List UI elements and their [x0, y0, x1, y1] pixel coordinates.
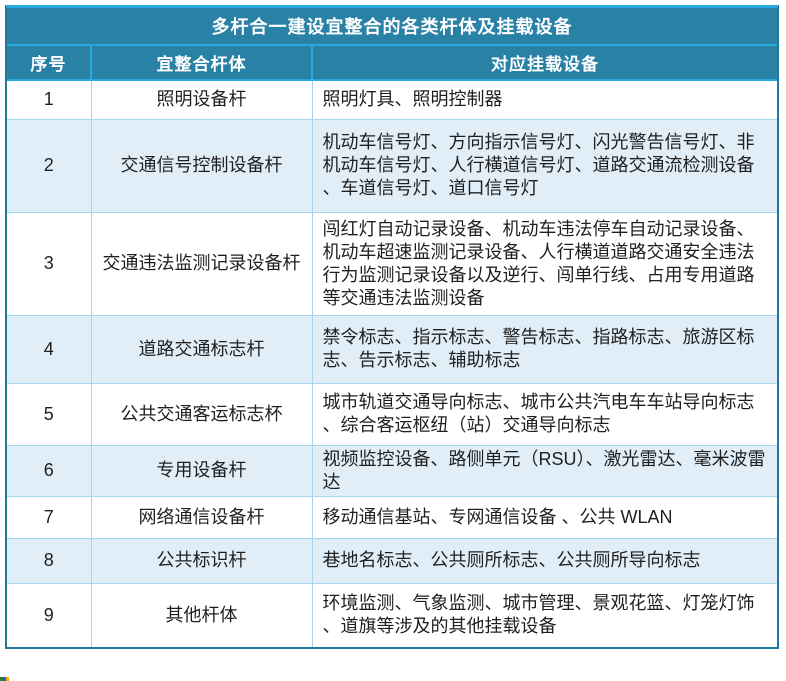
- cell-pole: 道路交通标志杆: [90, 314, 312, 383]
- cell-no: 2: [7, 118, 91, 212]
- data-table: 序号 宜整合杆体 对应挂载设备 1 照明设备杆 照明灯具、照明控制器 2 交通信号控制设…: [7, 46, 777, 647]
- table-row: 3 交通违法监测记录设备杆 闯红灯自动记录设备、机动车违法停车自动记录设备、机动车超…: [7, 211, 777, 315]
- cell-devices: 照明灯具、照明控制器: [311, 79, 777, 119]
- cell-pole: 专用设备杆: [90, 444, 312, 496]
- table-row: 9 其他杆体 环境监测、气象监测、城市管理、景观花篮、灯笼灯饰、道旗等涉及的其他挂载…: [7, 582, 777, 647]
- header-cell-no: 序号: [7, 46, 91, 81]
- cell-pole: 照明设备杆: [90, 79, 312, 119]
- cell-devices: 机动车信号灯、方向指示信号灯、闪光警告信号灯、非机动车信号灯、人行横道信号灯、道…: [311, 118, 777, 212]
- cell-devices: 闯红灯自动记录设备、机动车违法停车自动记录设备、机动车超速监测记录设备、人行横道…: [311, 211, 777, 315]
- cell-devices: 巷地名标志、公共厕所标志、公共厕所导向标志: [311, 537, 777, 583]
- table-row: 8 公共标识杆 巷地名标志、公共厕所标志、公共厕所导向标志: [7, 537, 777, 583]
- cell-devices: 环境监测、气象监测、城市管理、景观花篮、灯笼灯饰、道旗等涉及的其他挂载设备: [311, 582, 777, 647]
- corner-artifact: [0, 677, 9, 681]
- cell-no: 1: [7, 79, 91, 119]
- header-cell-pole: 宜整合杆体: [90, 46, 312, 81]
- cell-pole: 公共标识杆: [90, 537, 312, 583]
- corner-artifact-dot: [3, 677, 6, 681]
- cell-pole: 网络通信设备杆: [90, 495, 312, 538]
- header-row: 序号 宜整合杆体 对应挂载设备: [7, 46, 777, 81]
- cell-devices: 禁令标志、指示标志、警告标志、指路标志、旅游区标志、告示标志、辅助标志: [311, 314, 777, 383]
- table-title: 多杆合一建设宜整合的各类杆体及挂载设备: [7, 8, 777, 46]
- table-row: 1 照明设备杆 照明灯具、照明控制器: [7, 79, 777, 119]
- table-header: 序号 宜整合杆体 对应挂载设备: [7, 46, 777, 81]
- cell-no: 8: [7, 537, 91, 583]
- corner-artifact-dot: [6, 677, 9, 681]
- cell-devices: 移动通信基站、专网通信设备 、公共 WLAN: [311, 495, 777, 538]
- cell-pole: 公共交通客运标志杯: [90, 382, 312, 445]
- table-row: 4 道路交通标志杆 禁令标志、指示标志、警告标志、指路标志、旅游区标志、告示标志、辅…: [7, 314, 777, 383]
- cell-devices: 城市轨道交通导向标志、城市公共汽电车车站导向标志、综合客运枢纽（站）交通导向标志: [311, 382, 777, 445]
- cell-no: 3: [7, 211, 91, 315]
- cell-no: 4: [7, 314, 91, 383]
- cell-pole: 交通信号控制设备杆: [90, 118, 312, 212]
- cell-pole: 交通违法监测记录设备杆: [90, 211, 312, 315]
- header-cell-devices: 对应挂载设备: [311, 46, 777, 81]
- cell-no: 7: [7, 495, 91, 538]
- cell-no: 6: [7, 444, 91, 496]
- table-row: 5 公共交通客运标志杯 城市轨道交通导向标志、城市公共汽电车车站导向标志、综合客运枢…: [7, 382, 777, 445]
- cell-pole: 其他杆体: [90, 582, 312, 647]
- table-row: 7 网络通信设备杆 移动通信基站、专网通信设备 、公共 WLAN: [7, 495, 777, 538]
- corner-artifact-dot: [0, 677, 3, 681]
- equipment-table: 多杆合一建设宜整合的各类杆体及挂载设备 序号 宜整合杆体 对应挂载设备 1 照明设…: [5, 5, 779, 649]
- table-row: 6 专用设备杆 视频监控设备、路侧单元（RSU）、激光雷达、毫米波雷达: [7, 444, 777, 496]
- cell-no: 9: [7, 582, 91, 647]
- cell-no: 5: [7, 382, 91, 445]
- table-row: 2 交通信号控制设备杆 机动车信号灯、方向指示信号灯、闪光警告信号灯、非机动车信号灯…: [7, 118, 777, 212]
- cell-devices: 视频监控设备、路侧单元（RSU）、激光雷达、毫米波雷达: [311, 444, 777, 496]
- table-body: 1 照明设备杆 照明灯具、照明控制器 2 交通信号控制设备杆 机动车信号灯、方向指示信号灯…: [7, 79, 777, 647]
